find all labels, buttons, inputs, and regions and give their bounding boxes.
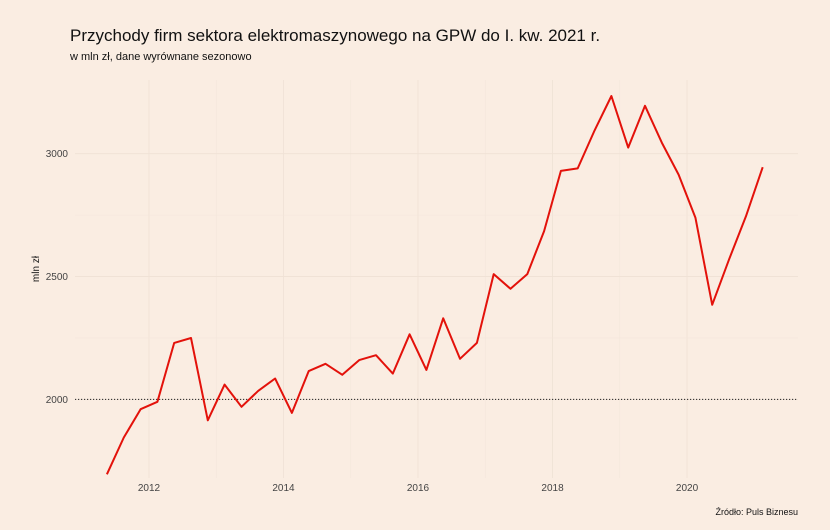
series-line-revenue: [105, 95, 764, 475]
x-axis-ticks: 2012 2014 2016 2018 2020: [138, 483, 699, 494]
y-axis-title: mln zł: [31, 255, 42, 282]
grid-lines: [75, 80, 798, 478]
x-tick-label: 2014: [272, 483, 295, 494]
chart-title: Przychody firm sektora elektromaszynoweg…: [70, 26, 601, 45]
x-tick-label: 2016: [407, 483, 430, 494]
chart-subtitle: w mln zł, dane wyrównane sezonowo: [70, 51, 252, 63]
x-tick-label: 2018: [541, 483, 564, 494]
y-tick-label: 3000: [46, 149, 69, 160]
y-tick-label: 2000: [46, 395, 69, 406]
y-tick-label: 2500: [46, 272, 69, 283]
x-tick-label: 2012: [138, 483, 161, 494]
x-tick-label: 2020: [676, 483, 699, 494]
source-note: Źródło: Puls Biznesu: [715, 507, 798, 517]
y-axis-ticks: 2000 2500 3000: [46, 149, 69, 406]
